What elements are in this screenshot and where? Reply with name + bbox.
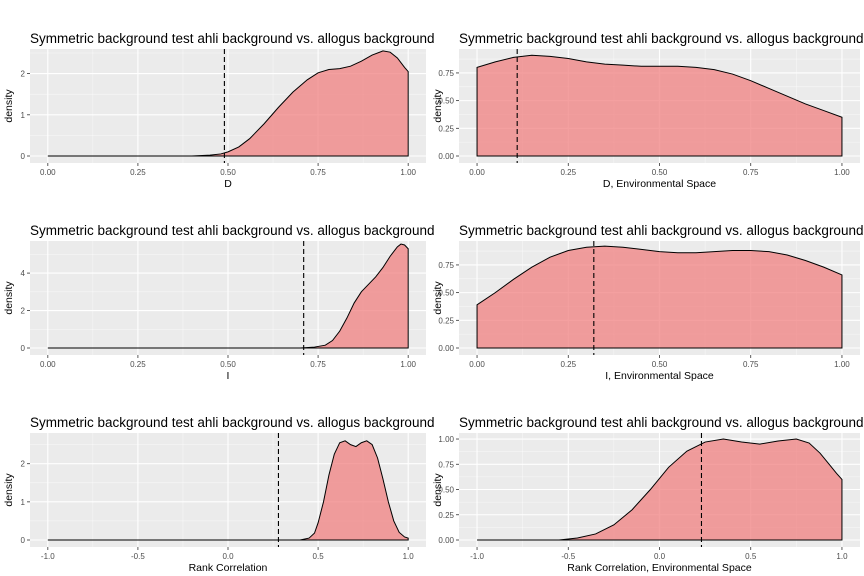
chart-title: Symmetric background test ahli backgroun… bbox=[459, 31, 863, 46]
y-axis-label: density bbox=[432, 281, 444, 315]
x-tick-label: -0.5 bbox=[561, 552, 575, 561]
x-tick-label: 0.25 bbox=[560, 360, 576, 369]
y-tick-label: 1.00 bbox=[438, 435, 454, 444]
y-tick-label: 0 bbox=[21, 152, 26, 161]
y-tick-label: 0.00 bbox=[438, 344, 454, 353]
y-tick-label: 1 bbox=[21, 111, 26, 120]
y-axis-label: density bbox=[432, 89, 444, 123]
x-tick-label: 0.00 bbox=[469, 360, 485, 369]
x-tick-label: 0.75 bbox=[743, 360, 759, 369]
y-tick-label: 4 bbox=[21, 269, 26, 278]
density-area bbox=[47, 440, 409, 541]
x-axis-label: Rank Correlation, Environmental Space bbox=[567, 562, 752, 574]
chart-title: Symmetric background test ahli backgroun… bbox=[459, 223, 863, 238]
x-tick-label: -0.5 bbox=[131, 552, 145, 561]
y-tick-label: 0.75 bbox=[438, 69, 454, 78]
y-tick-label: 0.50 bbox=[438, 289, 454, 298]
density-area bbox=[47, 243, 409, 349]
y-tick-label: 1 bbox=[21, 498, 26, 507]
x-tick-label: 0.50 bbox=[220, 168, 236, 177]
x-tick-label: 0.50 bbox=[220, 360, 236, 369]
x-tick-label: 1.00 bbox=[400, 168, 416, 177]
x-tick-label: 0.5 bbox=[745, 552, 757, 561]
x-tick-label: 0.5 bbox=[313, 552, 325, 561]
x-tick-label: 0.00 bbox=[40, 168, 56, 177]
y-axis-label: density bbox=[3, 473, 15, 507]
y-tick-label: 2 bbox=[21, 70, 26, 79]
y-axis-label: density bbox=[432, 473, 444, 507]
y-axis-label: density bbox=[3, 89, 15, 123]
y-tick-label: 0.00 bbox=[438, 536, 454, 545]
x-tick-label: 1.0 bbox=[836, 552, 848, 561]
x-axis-label: Rank Correlation bbox=[189, 562, 268, 574]
y-tick-label: 0.50 bbox=[438, 97, 454, 106]
x-tick-label: 0.25 bbox=[560, 168, 576, 177]
x-axis-label: I bbox=[227, 370, 230, 382]
x-axis-label: D, Environmental Space bbox=[603, 178, 716, 190]
x-tick-label: 0.75 bbox=[310, 168, 326, 177]
x-tick-label: 0.00 bbox=[40, 360, 56, 369]
y-tick-label: 0.25 bbox=[438, 124, 454, 133]
x-tick-label: 0.0 bbox=[222, 552, 234, 561]
chart-title: Symmetric background test ahli backgroun… bbox=[30, 31, 434, 46]
y-tick-label: 0 bbox=[21, 344, 26, 353]
density-area bbox=[476, 245, 843, 349]
density-area bbox=[476, 54, 843, 157]
x-tick-label: 0.75 bbox=[310, 360, 326, 369]
y-tick-label: 0.25 bbox=[438, 511, 454, 520]
y-axis-label: density bbox=[3, 281, 15, 315]
density-area bbox=[47, 50, 409, 157]
chart-panel-4: 0.00 0.25 0.50 0.75 1.00 0.00 0.25 0.50 0.75 Symm… bbox=[432, 223, 863, 382]
chart-title: Symmetric background test ahli backgroun… bbox=[30, 415, 434, 430]
x-tick-label: 1.0 bbox=[403, 552, 415, 561]
y-tick-label: 2 bbox=[21, 460, 26, 469]
x-tick-label: 0.50 bbox=[652, 360, 668, 369]
x-tick-label: -1.0 bbox=[41, 552, 55, 561]
chart-panel-6: -1.0 -0.5 0.0 0.5 1.0 0.00 0.25 0.50 0.75 1.00 Sym… bbox=[432, 415, 863, 574]
chart-panel-2: 0.00 0.25 0.50 0.75 1.00 0.00 0.25 0.50 0.75 Symm… bbox=[432, 31, 863, 190]
x-tick-label: 0.0 bbox=[654, 552, 666, 561]
x-axis-label: I, Environmental Space bbox=[605, 370, 714, 382]
chart-title: Symmetric background test ahli backgroun… bbox=[459, 415, 863, 430]
y-tick-label: 2 bbox=[21, 307, 26, 316]
y-tick-label: 0.75 bbox=[438, 261, 454, 270]
y-tick-label: 0.75 bbox=[438, 460, 454, 469]
y-tick-label: 0.50 bbox=[438, 486, 454, 495]
x-tick-label: 0.50 bbox=[652, 168, 668, 177]
y-tick-label: 0.00 bbox=[438, 152, 454, 161]
chart-panel-1: 0.00 0.25 0.50 0.75 1.00 0 1 2 Symmetric backgro… bbox=[3, 31, 434, 190]
density-area bbox=[477, 438, 843, 541]
x-tick-label: 0.00 bbox=[469, 168, 485, 177]
x-tick-label: 0.75 bbox=[743, 168, 759, 177]
x-tick-label: 0.25 bbox=[130, 360, 146, 369]
x-tick-label: 1.00 bbox=[400, 360, 416, 369]
y-tick-label: 0.25 bbox=[438, 316, 454, 325]
x-tick-label: 1.00 bbox=[834, 168, 850, 177]
chart-title: Symmetric background test ahli backgroun… bbox=[30, 223, 434, 238]
x-tick-label: -1.0 bbox=[470, 552, 484, 561]
chart-panel-3: 0.00 0.25 0.50 0.75 1.00 0 2 4 Symmetric backgro… bbox=[3, 223, 434, 382]
chart-panel-5: -1.0 -0.5 0.0 0.5 1.0 0 1 2 Symmetric background… bbox=[3, 415, 434, 574]
x-tick-label: 1.00 bbox=[834, 360, 850, 369]
x-axis-label: D bbox=[224, 178, 232, 190]
y-tick-label: 0 bbox=[21, 536, 26, 545]
x-tick-label: 0.25 bbox=[130, 168, 146, 177]
